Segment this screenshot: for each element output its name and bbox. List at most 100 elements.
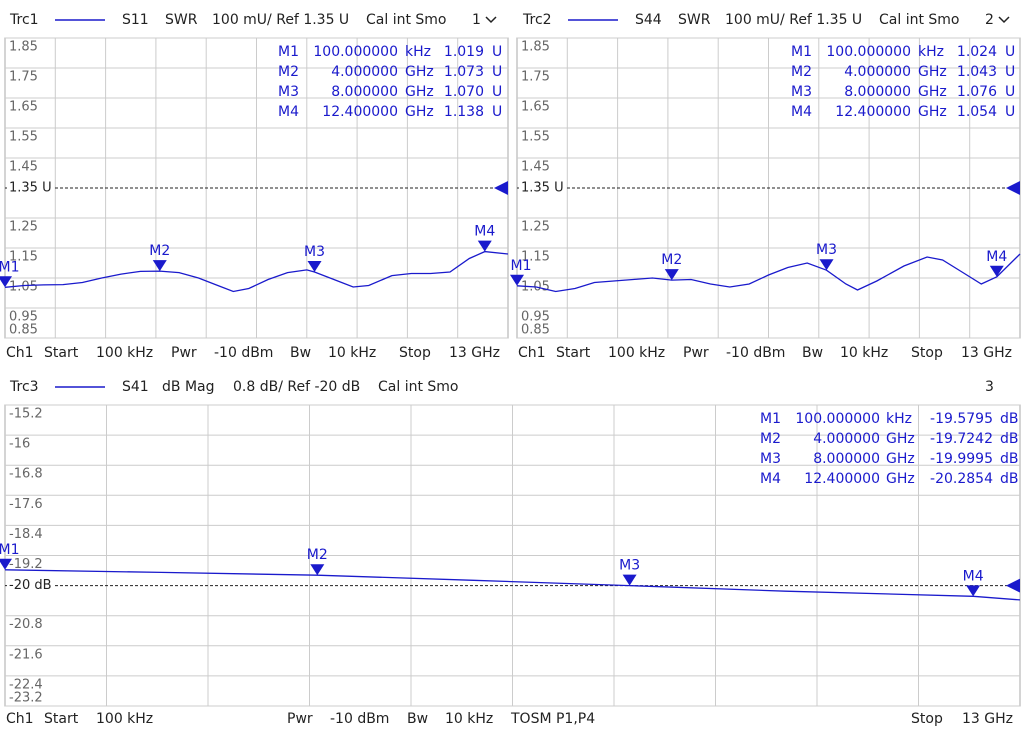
dropdown-chevron — [998, 16, 1010, 24]
y-tick-label: 1.15 — [9, 250, 38, 265]
marker-value: 1.070 — [444, 84, 484, 100]
trace-number: 2 — [985, 12, 994, 28]
y-tick-label: 1.75 — [9, 70, 38, 85]
format: dB Mag — [162, 379, 215, 395]
marker-value-unit: U — [492, 104, 502, 120]
y-tick-label: 1.25 — [521, 220, 550, 235]
marker-name: M2 — [760, 431, 781, 447]
y-tick-label: -15.2 — [9, 407, 43, 422]
footer-item: Ch1 — [6, 345, 34, 361]
marker-value-unit: dB — [1000, 411, 1019, 427]
trace-number: 3 — [985, 379, 994, 395]
marker-label: M3 — [304, 244, 325, 260]
marker-name: M2 — [278, 64, 299, 80]
marker-value: 1.019 — [444, 44, 484, 60]
footer-item: 100 kHz — [96, 711, 153, 727]
marker-name: M3 — [791, 84, 812, 100]
footer-item: Stop — [399, 345, 431, 361]
reference-arrow — [494, 181, 508, 195]
marker-frequency-unit: kHz — [405, 44, 431, 60]
footer-item: 10 kHz — [445, 711, 493, 727]
footer-item: Start — [44, 345, 79, 361]
y-tick-label: -16 — [9, 437, 30, 452]
trace-line — [4, 569, 1021, 601]
reference-arrow — [1006, 181, 1020, 195]
footer-item: 13 GHz — [449, 345, 500, 361]
marker-frequency: 12.400000 — [835, 104, 911, 120]
marker-value-unit: dB — [1000, 471, 1019, 487]
y-tick-label: 1.05 — [9, 280, 38, 295]
marker-value: 1.043 — [957, 64, 997, 80]
y-tick-label: 1.15 — [521, 250, 550, 265]
marker-value-unit: U — [1005, 104, 1015, 120]
y-tick-label: -20.8 — [9, 617, 43, 632]
marker-triangle — [622, 574, 637, 586]
y-tick-label: 1.55 — [9, 130, 38, 145]
footer-item: 10 kHz — [840, 345, 888, 361]
marker-name: M3 — [278, 84, 299, 100]
marker-triangle — [819, 259, 834, 271]
marker-frequency-unit: GHz — [405, 104, 434, 120]
marker-frequency-unit: GHz — [405, 84, 434, 100]
y-tick-label: -18.4 — [9, 527, 43, 542]
y-tick-label: 1.85 — [9, 40, 38, 55]
marker-value: 1.076 — [957, 84, 997, 100]
footer-item: TOSM P1,P4 — [510, 711, 595, 727]
y-tick-label: 1.75 — [521, 70, 550, 85]
trace-name: Trc3 — [9, 379, 39, 395]
marker-name: M4 — [791, 104, 812, 120]
y-tick-label: -23.2 — [9, 691, 43, 706]
reference-arrow — [1006, 578, 1020, 593]
marker-frequency-unit: GHz — [918, 104, 947, 120]
y-tick-label: 1.35 U — [521, 181, 564, 196]
scale: 100 mU/ Ref 1.35 U — [725, 12, 862, 28]
y-tick-label: -17.6 — [9, 497, 43, 512]
marker-frequency: 4.000000 — [331, 64, 398, 80]
y-tick-label: 1.65 — [521, 100, 550, 115]
marker-triangle — [510, 274, 524, 286]
footer-item: 13 GHz — [962, 711, 1013, 727]
y-tick-label: 1.45 — [521, 160, 550, 175]
marker-name: M4 — [278, 104, 299, 120]
marker-value-unit: U — [492, 44, 502, 60]
marker-triangle — [664, 269, 679, 281]
marker-label: M1 — [0, 259, 20, 275]
y-tick-label: 1.25 — [9, 220, 38, 235]
footer-item: Start — [44, 711, 79, 727]
footer-item: 13 GHz — [961, 345, 1012, 361]
footer-item: Ch1 — [6, 711, 34, 727]
y-tick-label: -19.2 — [9, 557, 43, 572]
trace-name: Trc2 — [522, 12, 552, 28]
marker-label: M4 — [474, 224, 495, 240]
marker-value: 1.024 — [957, 44, 997, 60]
marker-label: M2 — [149, 243, 170, 259]
marker-frequency: 100.000000 — [826, 44, 911, 60]
marker-triangle — [989, 265, 1004, 277]
scale: 0.8 dB/ Ref -20 dB — [233, 379, 360, 395]
marker-value: 1.138 — [444, 104, 484, 120]
marker-triangle — [0, 558, 12, 570]
marker-name: M1 — [278, 44, 299, 60]
y-tick-label: -21.6 — [9, 647, 43, 662]
footer-item: Stop — [911, 711, 943, 727]
trace-line — [4, 250, 509, 293]
marker-frequency-unit: GHz — [886, 471, 915, 487]
marker-frequency: 8.000000 — [331, 84, 398, 100]
y-tick-label: 0.85 — [9, 323, 38, 338]
marker-frequency-unit: GHz — [405, 64, 434, 80]
marker-label: M3 — [816, 242, 837, 258]
marker-value: -19.7242 — [930, 431, 993, 447]
marker-value-unit: U — [492, 64, 502, 80]
format: SWR — [678, 12, 711, 28]
marker-label: M4 — [986, 249, 1007, 265]
footer-item: 10 kHz — [328, 345, 376, 361]
marker-value-unit: U — [492, 84, 502, 100]
marker-value: -19.5795 — [930, 411, 993, 427]
marker-name: M2 — [791, 64, 812, 80]
y-tick-label: 1.35 U — [9, 181, 52, 196]
marker-triangle — [152, 260, 167, 272]
footer-item: Pwr — [683, 345, 709, 361]
marker-value-unit: U — [1005, 44, 1015, 60]
marker-frequency: 4.000000 — [813, 431, 880, 447]
